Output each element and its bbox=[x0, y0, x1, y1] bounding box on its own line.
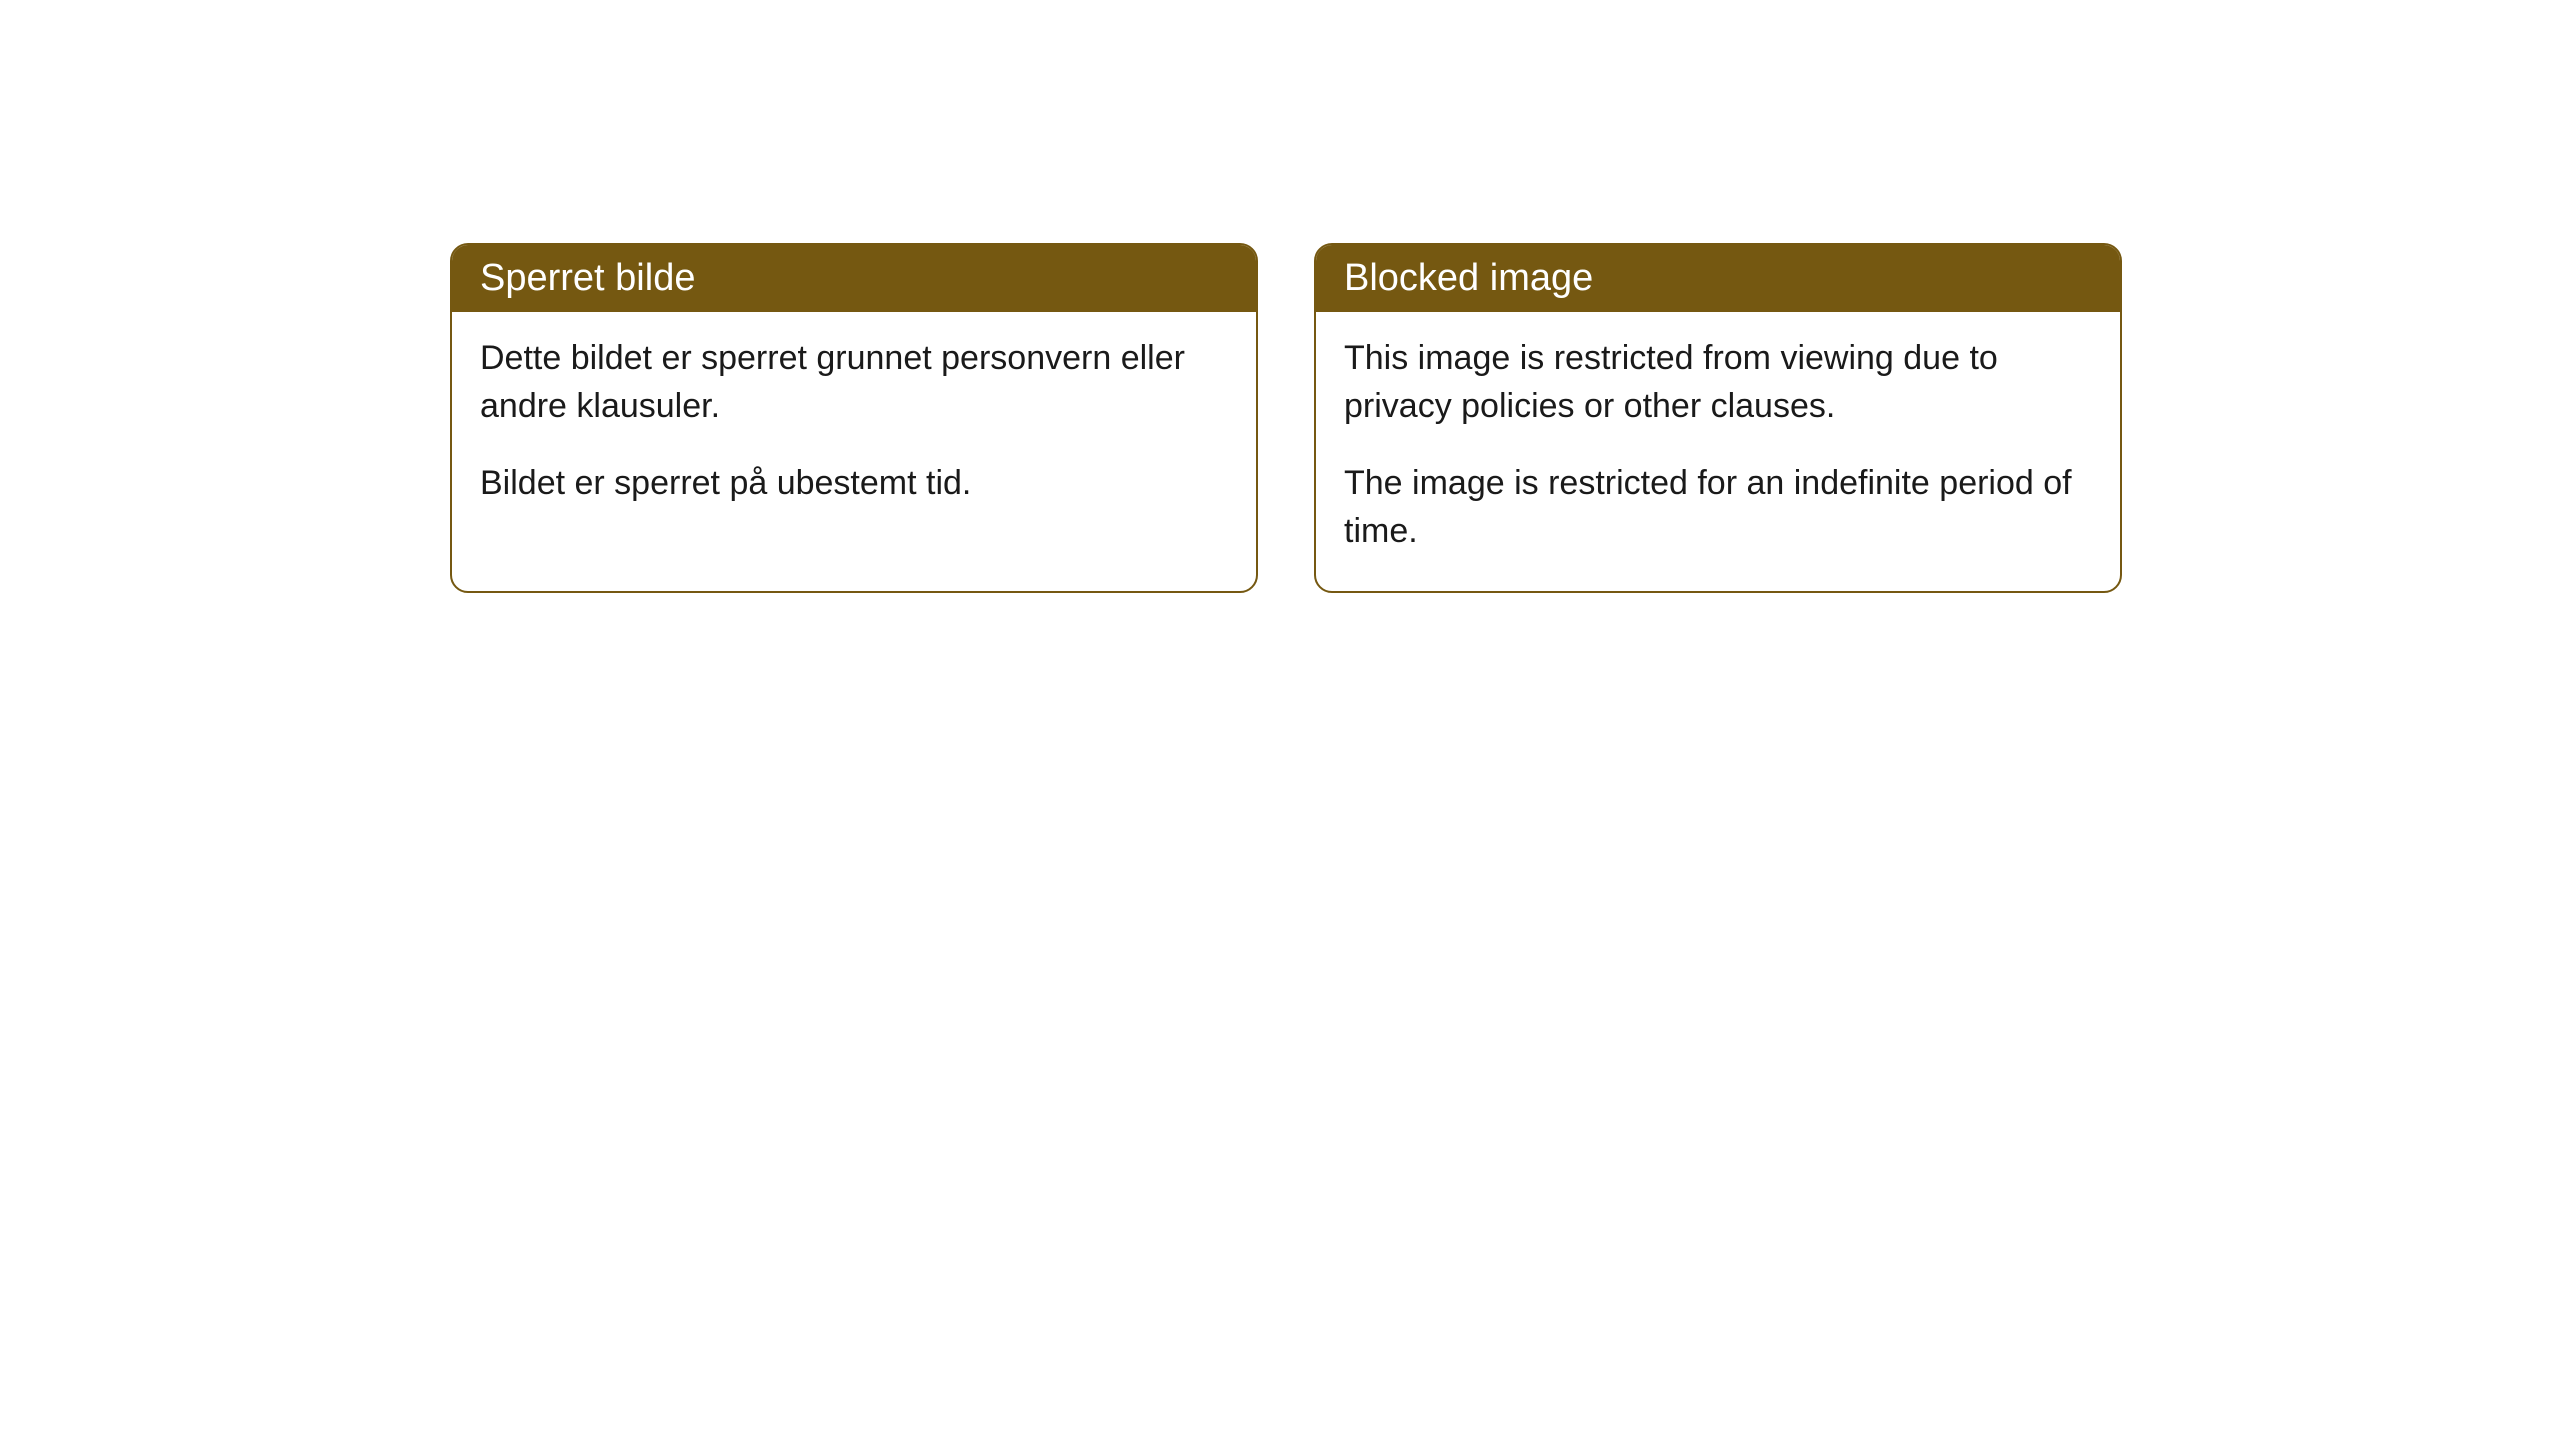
card-body: This image is restricted from viewing du… bbox=[1316, 312, 2120, 591]
card-paragraph: Bildet er sperret på ubestemt tid. bbox=[480, 459, 1228, 507]
card-title: Blocked image bbox=[1344, 257, 1593, 299]
notice-card-norwegian: Sperret bilde Dette bildet er sperret gr… bbox=[450, 243, 1258, 593]
notice-cards-container: Sperret bilde Dette bildet er sperret gr… bbox=[450, 243, 2122, 593]
notice-card-english: Blocked image This image is restricted f… bbox=[1314, 243, 2122, 593]
card-paragraph: The image is restricted for an indefinit… bbox=[1344, 459, 2092, 556]
card-title: Sperret bilde bbox=[480, 257, 695, 299]
card-body: Dette bildet er sperret grunnet personve… bbox=[452, 312, 1256, 543]
card-paragraph: Dette bildet er sperret grunnet personve… bbox=[480, 334, 1228, 431]
card-header: Sperret bilde bbox=[452, 245, 1256, 312]
card-header: Blocked image bbox=[1316, 245, 2120, 312]
card-paragraph: This image is restricted from viewing du… bbox=[1344, 334, 2092, 431]
